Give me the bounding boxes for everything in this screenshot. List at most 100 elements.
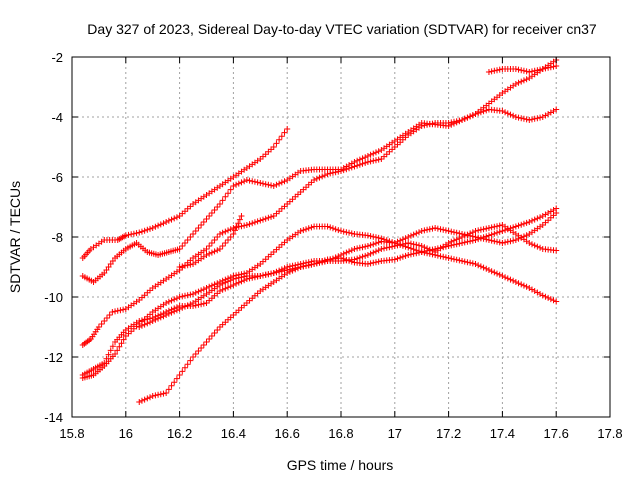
data-point bbox=[179, 293, 186, 300]
data-point bbox=[520, 115, 527, 122]
data-point bbox=[136, 324, 143, 330]
data-point bbox=[488, 268, 495, 275]
data-point bbox=[120, 306, 127, 313]
data-point bbox=[526, 69, 533, 75]
data-point bbox=[109, 343, 116, 350]
data-point bbox=[534, 215, 541, 222]
data-point bbox=[442, 254, 449, 261]
data-point bbox=[426, 121, 433, 128]
data-point bbox=[496, 271, 503, 278]
data-point bbox=[453, 229, 460, 236]
data-point bbox=[502, 109, 509, 116]
data-point bbox=[477, 235, 484, 242]
data-point bbox=[464, 238, 471, 245]
data-point bbox=[187, 261, 194, 268]
data-point bbox=[200, 300, 207, 307]
data-point bbox=[141, 227, 148, 234]
data-point bbox=[265, 181, 272, 188]
data-point bbox=[233, 181, 240, 188]
data-point bbox=[475, 227, 482, 234]
data-point bbox=[216, 201, 223, 207]
data-point bbox=[491, 67, 498, 74]
data-point bbox=[200, 286, 207, 293]
data-point bbox=[467, 230, 474, 237]
series-track-9 bbox=[485, 63, 560, 75]
data-point bbox=[518, 67, 525, 74]
data-point bbox=[227, 234, 234, 240]
data-point bbox=[278, 179, 285, 186]
data-point bbox=[531, 115, 538, 122]
data-point bbox=[507, 111, 514, 118]
data-point bbox=[176, 246, 183, 252]
data-point bbox=[472, 234, 479, 240]
data-point bbox=[144, 226, 151, 233]
data-point bbox=[370, 259, 377, 266]
data-point bbox=[346, 165, 353, 172]
data-point bbox=[305, 259, 312, 266]
data-point bbox=[184, 292, 191, 299]
data-point bbox=[338, 228, 344, 234]
data-point bbox=[329, 225, 336, 232]
data-point bbox=[257, 273, 264, 279]
data-point bbox=[528, 116, 535, 123]
data-point bbox=[219, 197, 226, 204]
data-point bbox=[241, 178, 248, 185]
data-point bbox=[348, 164, 355, 171]
data-point bbox=[491, 230, 498, 237]
data-point bbox=[504, 238, 511, 245]
data-point bbox=[405, 240, 412, 246]
data-point bbox=[270, 270, 277, 276]
data-point bbox=[496, 222, 503, 229]
data-point bbox=[488, 231, 495, 238]
data-point bbox=[502, 239, 509, 246]
data-point bbox=[359, 253, 366, 260]
data-point bbox=[442, 227, 449, 234]
data-point bbox=[539, 292, 546, 299]
data-point bbox=[459, 240, 466, 246]
data-point bbox=[165, 310, 172, 317]
data-point bbox=[391, 243, 398, 249]
data-point bbox=[534, 115, 541, 122]
data-point bbox=[528, 286, 535, 293]
data-point bbox=[547, 64, 554, 71]
data-point bbox=[316, 174, 323, 181]
data-point bbox=[222, 240, 229, 246]
data-point bbox=[547, 208, 554, 215]
data-point bbox=[211, 237, 218, 243]
data-point bbox=[181, 303, 188, 310]
data-point bbox=[235, 220, 242, 227]
data-point bbox=[203, 246, 210, 252]
data-point bbox=[303, 259, 310, 266]
data-point bbox=[265, 214, 272, 221]
data-point bbox=[214, 204, 221, 210]
data-point bbox=[512, 114, 519, 120]
data-point bbox=[254, 218, 261, 225]
data-point bbox=[515, 79, 522, 86]
data-point bbox=[472, 228, 479, 234]
data-point bbox=[421, 244, 428, 251]
data-point bbox=[112, 351, 119, 357]
x-tick-label: 16.2 bbox=[167, 426, 192, 441]
data-point bbox=[305, 225, 312, 232]
data-point bbox=[294, 261, 301, 268]
data-point bbox=[343, 229, 350, 236]
data-point bbox=[173, 295, 180, 302]
data-point bbox=[206, 283, 213, 290]
data-point bbox=[378, 246, 385, 252]
data-point bbox=[233, 224, 240, 231]
data-point bbox=[303, 226, 310, 233]
data-point bbox=[192, 289, 199, 296]
data-point bbox=[281, 129, 288, 136]
data-point bbox=[238, 274, 245, 281]
series-track-6 bbox=[136, 238, 560, 405]
data-point bbox=[399, 241, 406, 248]
data-point bbox=[165, 386, 172, 393]
data-point bbox=[222, 228, 229, 235]
data-point bbox=[370, 241, 377, 248]
data-point bbox=[445, 240, 452, 246]
data-point bbox=[421, 227, 428, 234]
data-point bbox=[181, 240, 188, 246]
data-point bbox=[542, 65, 549, 72]
data-point bbox=[518, 281, 525, 288]
